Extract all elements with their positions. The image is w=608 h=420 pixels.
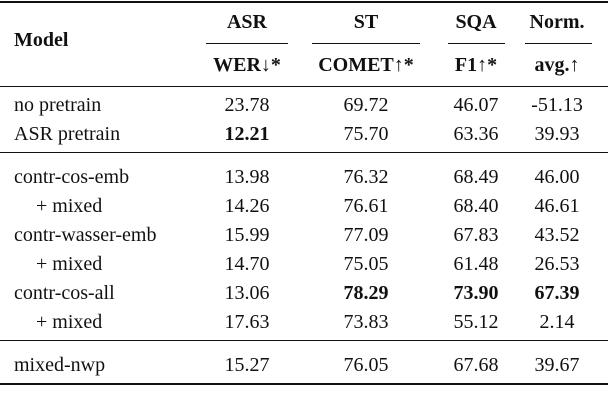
- cell-value: -51.13: [531, 94, 583, 116]
- cell-value: 68.49: [453, 166, 499, 188]
- cell-value: 46.00: [534, 166, 580, 188]
- group-name: ST: [353, 11, 379, 33]
- cell-value: 13.06: [224, 282, 270, 304]
- row-model: contr-wasser-emb: [14, 224, 157, 246]
- cell-value: 39.67: [534, 354, 580, 376]
- cell-value: 76.05: [343, 354, 389, 376]
- cell-value: 17.63: [224, 311, 270, 333]
- cell-value: 55.12: [453, 311, 499, 333]
- group-rule: [525, 43, 592, 44]
- group-rule: [312, 43, 420, 44]
- cell-value: 67.39: [534, 282, 580, 304]
- row-model: + mixed: [36, 195, 103, 217]
- cell-value: 61.48: [453, 253, 499, 275]
- header-rule: [0, 86, 608, 87]
- cell-value: 78.29: [343, 282, 389, 304]
- cell-value: 46.07: [453, 94, 499, 116]
- row-model: mixed-nwp: [14, 354, 106, 376]
- cell-value: 23.78: [224, 94, 270, 116]
- cell-value: 68.40: [453, 195, 499, 217]
- group-name: ASR: [226, 11, 268, 33]
- cell-value: 43.52: [534, 224, 580, 246]
- cell-value: 73.83: [343, 311, 389, 333]
- row-model: + mixed: [36, 311, 103, 333]
- cell-value: 76.32: [343, 166, 389, 188]
- cell-value: 77.09: [343, 224, 389, 246]
- cell-value: 14.26: [224, 195, 270, 217]
- row-model: contr-cos-emb: [14, 166, 130, 188]
- row-model: ASR pretrain: [14, 123, 121, 145]
- section-rule: [0, 152, 608, 153]
- bottom-rule: [0, 383, 608, 385]
- header-model: Model: [14, 29, 69, 51]
- cell-value: 67.68: [453, 354, 499, 376]
- group-rule: [448, 43, 505, 44]
- cell-value: 63.36: [453, 123, 499, 145]
- group-name: Norm.: [529, 11, 585, 33]
- row-model: no pretrain: [14, 94, 102, 116]
- cell-value: 15.27: [224, 354, 270, 376]
- metric-name: WER↓*: [213, 54, 281, 76]
- cell-value: 15.99: [224, 224, 270, 246]
- cell-value: 69.72: [343, 94, 389, 116]
- metric-name: avg.↑: [534, 54, 580, 76]
- cell-value: 14.70: [224, 253, 270, 275]
- row-model: + mixed: [36, 253, 103, 275]
- cell-value: 67.83: [453, 224, 499, 246]
- cell-value: 75.05: [343, 253, 389, 275]
- cell-value: 76.61: [343, 195, 389, 217]
- cell-value: 46.61: [534, 195, 580, 217]
- metric-name: F1↑*: [454, 54, 498, 76]
- cell-value: 26.53: [534, 253, 580, 275]
- cell-value: 75.70: [343, 123, 389, 145]
- cell-value: 39.93: [534, 123, 580, 145]
- cell-value: 73.90: [453, 282, 499, 304]
- cell-value: 12.21: [224, 123, 270, 145]
- cell-value: 13.98: [224, 166, 270, 188]
- cell-value: 2.14: [539, 311, 575, 333]
- section-rule: [0, 340, 608, 341]
- metric-name: COMET↑*: [318, 54, 414, 76]
- top-rule: [0, 1, 608, 3]
- group-rule: [206, 43, 288, 44]
- row-model: contr-cos-all: [14, 282, 115, 304]
- group-name: SQA: [455, 11, 497, 33]
